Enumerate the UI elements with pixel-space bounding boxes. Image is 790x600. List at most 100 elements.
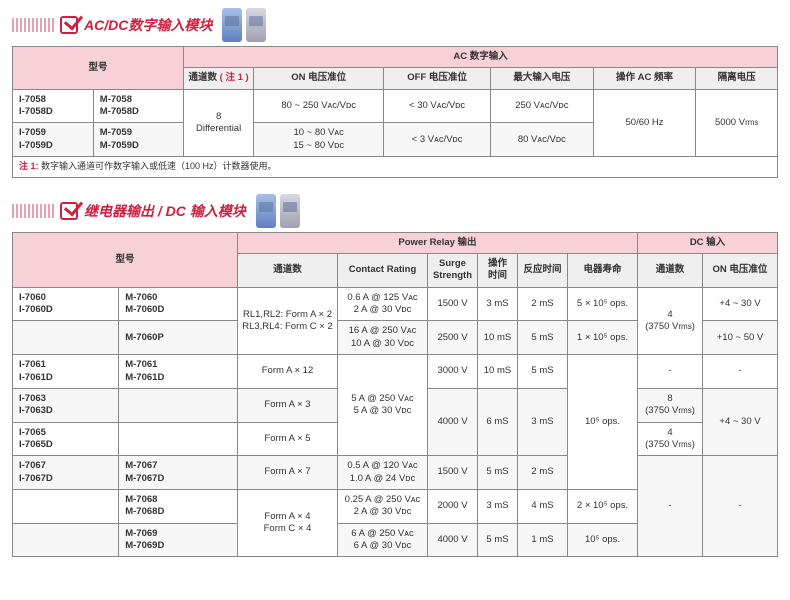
table-row: I-7060I-7060D M-7060M-7060D RL1,RL2: For…	[13, 287, 778, 321]
cell: 5 A @ 250 Vᴀᴄ5 A @ 30 Vᴅᴄ	[338, 355, 428, 456]
col-max: 最大输入电压	[490, 68, 593, 89]
note-cell: 注 1: 数字输入通道可作数字输入或低速（100 Hz）计数器使用。	[13, 157, 778, 178]
cell: 1500 V	[428, 287, 478, 321]
cell: I-7061I-7061D	[13, 355, 119, 389]
col-optime: 操作时间	[478, 254, 518, 288]
cell: -	[638, 355, 703, 389]
cell: I-7060I-7060D	[13, 287, 119, 321]
cell: 6 mS	[478, 388, 518, 455]
cell: Form A × 3	[238, 388, 338, 422]
col-model: 型号	[13, 47, 184, 90]
cell: 50/60 Hz	[593, 89, 696, 156]
col-iso: 隔离电压	[696, 68, 778, 89]
cell	[119, 388, 238, 422]
cell	[119, 422, 238, 456]
cell: +10 ~ 50 V	[703, 321, 778, 355]
module-images	[222, 8, 266, 42]
cell: 4000 V	[428, 523, 478, 557]
decor-stripe	[12, 18, 54, 32]
col-dc-on: ON 电压准位	[703, 254, 778, 288]
cell: < 3 Vᴀᴄ/Vᴅᴄ	[384, 123, 491, 157]
hdr-power-relay: Power Relay 输出	[238, 232, 638, 253]
cell: 2 × 10⁵ ops.	[568, 489, 638, 523]
col-ch: 通道数	[238, 254, 338, 288]
cell: 10 mS	[478, 355, 518, 389]
note-text: 数字输入通道可作数字输入或低速（100 Hz）计数器使用。	[41, 161, 277, 171]
cell: 2 mS	[518, 456, 568, 490]
section1-title: AC/DC数字输入模块	[84, 15, 212, 35]
col-dc-ch: 通道数	[638, 254, 703, 288]
cell: M-7059M-7059D	[93, 123, 183, 157]
cell: 5 mS	[478, 456, 518, 490]
cell: I-7058I-7058D	[13, 89, 94, 123]
section1-header: AC/DC数字输入模块	[12, 8, 778, 42]
cell: M-7060M-7060D	[119, 287, 238, 321]
cell: 4(3750 Vrms)	[638, 287, 703, 354]
table-row: I-7058I-7058D M-7058M-7058D 8Differentia…	[13, 89, 778, 123]
cell: 250 Vᴀᴄ/Vᴅᴄ	[490, 89, 593, 123]
cell: 4(3750 Vrms)	[638, 422, 703, 456]
cell: 5000 Vrms	[696, 89, 778, 156]
table-relay-output: 型号 Power Relay 输出 DC 输入 通道数 Contact Rati…	[12, 232, 778, 558]
cell: +4 ~ 30 V	[703, 287, 778, 321]
cell: M-7061M-7061D	[119, 355, 238, 389]
cell: < 30 Vᴀᴄ/Vᴅᴄ	[384, 89, 491, 123]
cell: 2000 V	[428, 489, 478, 523]
module-icon	[246, 8, 266, 42]
cell: -	[638, 456, 703, 557]
check-icon	[60, 202, 78, 220]
cell: 5 mS	[518, 355, 568, 389]
col-surge: SurgeStrength	[428, 254, 478, 288]
note-ref: ( 注 1 )	[220, 72, 249, 83]
cell	[13, 321, 119, 355]
cell: I-7059I-7059D	[13, 123, 94, 157]
cell: 10⁵ ops.	[568, 355, 638, 490]
cell: 3 mS	[478, 287, 518, 321]
cell: M-7060P	[119, 321, 238, 355]
col-contact: Contact Rating	[338, 254, 428, 288]
cell: 1500 V	[428, 456, 478, 490]
cell: +4 ~ 30 V	[703, 388, 778, 455]
cell: 4 mS	[518, 489, 568, 523]
col-life: 电器寿命	[568, 254, 638, 288]
cell	[13, 523, 119, 557]
table-ac-digital-input: 型号 AC 数字输入 通道数 ( 注 1 ) ON 电压准位 OFF 电压准位 …	[12, 46, 778, 178]
cell: 3 mS	[518, 388, 568, 455]
cell: 10 ~ 80 Vᴀᴄ15 ~ 80 Vᴅᴄ	[254, 123, 384, 157]
module-images	[256, 194, 300, 228]
cell: 2500 V	[428, 321, 478, 355]
cell: 0.25 A @ 250 Vᴀᴄ2 A @ 30 Vᴅᴄ	[338, 489, 428, 523]
cell: 10⁵ ops.	[568, 523, 638, 557]
cell: 5 mS	[518, 321, 568, 355]
cell: Form A × 12	[238, 355, 338, 389]
table-row: I-7067I-7067D M-7067M-7067D Form A × 7 0…	[13, 456, 778, 490]
section-ac-dc-input: AC/DC数字输入模块 型号 AC 数字输入 通道数 ( 注 1 ) ON 电压…	[12, 8, 778, 178]
cell: 5 × 10⁵ ops.	[568, 287, 638, 321]
section-relay-dc: 继电器输出 / DC 输入模块 型号 Power Relay 输出 DC 输入 …	[12, 194, 778, 558]
cell: 1 mS	[518, 523, 568, 557]
col-channels: 通道数 ( 注 1 )	[184, 68, 254, 89]
cell: 3 mS	[478, 489, 518, 523]
col-on: ON 电压准位	[254, 68, 384, 89]
cell: Form A × 5	[238, 422, 338, 456]
cell: Form A × 4Form C × 4	[238, 489, 338, 556]
note-label: 注 1:	[19, 161, 41, 171]
section2-title: 继电器输出 / DC 输入模块	[84, 201, 246, 221]
section2-header: 继电器输出 / DC 输入模块	[12, 194, 778, 228]
module-icon	[280, 194, 300, 228]
cell: I-7063I-7063D	[13, 388, 119, 422]
cell: 16 A @ 250 Vᴀᴄ10 A @ 30 Vᴅᴄ	[338, 321, 428, 355]
cell: 0.6 A @ 125 Vᴀᴄ2 A @ 30 Vᴅᴄ	[338, 287, 428, 321]
cell: Form A × 7	[238, 456, 338, 490]
hdr-dc-input: DC 输入	[638, 232, 778, 253]
table-row: I-7061I-7061D M-7061M-7061D Form A × 12 …	[13, 355, 778, 389]
cell: M-7058M-7058D	[93, 89, 183, 123]
cell: 0.5 A @ 120 Vᴀᴄ1.0 A @ 24 Vᴅᴄ	[338, 456, 428, 490]
cell: 4000 V	[428, 388, 478, 455]
cell: 8(3750 Vrms)	[638, 388, 703, 422]
cell: 6 A @ 250 Vᴀᴄ6 A @ 30 Vᴅᴄ	[338, 523, 428, 557]
module-icon	[222, 8, 242, 42]
cell: 80 Vᴀᴄ/Vᴅᴄ	[490, 123, 593, 157]
note-row: 注 1: 数字输入通道可作数字输入或低速（100 Hz）计数器使用。	[13, 157, 778, 178]
cell: 80 ~ 250 Vᴀᴄ/Vᴅᴄ	[254, 89, 384, 123]
